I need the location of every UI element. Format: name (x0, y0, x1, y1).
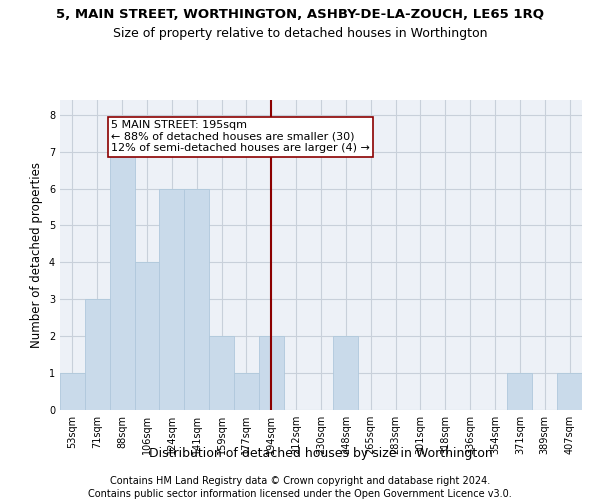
Text: 5 MAIN STREET: 195sqm
← 88% of detached houses are smaller (30)
12% of semi-deta: 5 MAIN STREET: 195sqm ← 88% of detached … (111, 120, 370, 154)
Bar (557, 373, 582, 410)
Bar (508, 373, 532, 410)
Text: Size of property relative to detached houses in Worthington: Size of property relative to detached ho… (113, 28, 487, 40)
Bar (110, 152, 134, 410)
Bar (85, 300, 110, 410)
Bar (160, 188, 184, 410)
Bar (184, 188, 209, 410)
Bar (334, 336, 358, 410)
Text: 5, MAIN STREET, WORTHINGTON, ASHBY-DE-LA-ZOUCH, LE65 1RQ: 5, MAIN STREET, WORTHINGTON, ASHBY-DE-LA… (56, 8, 544, 20)
Bar (234, 373, 259, 410)
Bar (134, 262, 160, 410)
Text: Contains HM Land Registry data © Crown copyright and database right 2024.: Contains HM Land Registry data © Crown c… (110, 476, 490, 486)
Bar (60, 373, 85, 410)
Bar (209, 336, 234, 410)
Y-axis label: Number of detached properties: Number of detached properties (31, 162, 43, 348)
Text: Contains public sector information licensed under the Open Government Licence v3: Contains public sector information licen… (88, 489, 512, 499)
Text: Distribution of detached houses by size in Worthington: Distribution of detached houses by size … (149, 448, 493, 460)
Bar (259, 336, 284, 410)
